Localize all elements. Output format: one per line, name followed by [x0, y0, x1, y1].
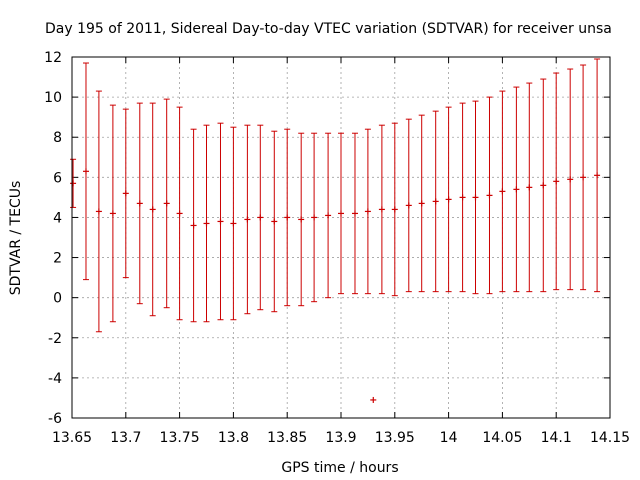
x-tick-label: 13.85 [267, 430, 307, 446]
x-tick-label: 14.15 [590, 430, 630, 446]
outlier-point [370, 396, 377, 403]
axis-ticks: 13.65 13.7 13.75 13.8 13.85 13.9 13.95 14 14.05 1… [44, 50, 630, 446]
error-bar [284, 128, 291, 307]
chart-title: Day 195 of 2011, Sidereal Day-to-day VTE… [45, 21, 612, 37]
y-tick-label: -2 [48, 331, 62, 347]
error-bar [526, 82, 533, 293]
error-bar [70, 158, 77, 208]
error-bar [217, 122, 224, 321]
y-tick-label: 6 [53, 170, 62, 186]
y-tick-label: 12 [44, 50, 62, 66]
error-bar [486, 96, 493, 295]
data-series [70, 58, 601, 403]
error-bar [553, 72, 560, 291]
y-tick-label: -4 [48, 371, 62, 387]
error-bar [567, 68, 574, 291]
error-bar [432, 110, 439, 293]
error-bar [472, 100, 479, 295]
error-bar [163, 98, 170, 309]
error-bar [351, 132, 358, 295]
error-bar [325, 132, 332, 299]
x-tick-label: 13.7 [110, 430, 141, 446]
error-bar [257, 124, 264, 311]
error-bar [203, 124, 210, 323]
error-bar [109, 104, 116, 323]
error-bar [230, 126, 237, 321]
x-tick-label: 13.95 [375, 430, 415, 446]
error-bar [540, 78, 547, 293]
error-bar [513, 86, 520, 293]
x-tick-label: 13.8 [218, 430, 249, 446]
error-bar [364, 128, 371, 295]
error-bar [298, 132, 305, 307]
x-tick-label: 14.05 [482, 430, 522, 446]
error-bar [176, 106, 183, 321]
x-tick-label: 14 [440, 430, 458, 446]
error-bar [311, 132, 318, 303]
x-tick-label: 13.75 [160, 430, 200, 446]
error-bar [271, 130, 278, 313]
error-bar [122, 108, 129, 279]
error-bar [405, 118, 412, 293]
error-bar [594, 58, 601, 293]
error-bar [580, 64, 587, 291]
error-bar [190, 128, 197, 323]
error-bar [338, 132, 344, 295]
error-bar [82, 62, 89, 281]
y-tick-label: 0 [53, 291, 62, 307]
y-tick-label: 10 [44, 90, 62, 106]
x-tick-label: 14.1 [541, 430, 572, 446]
y-tick-label: 2 [53, 251, 62, 267]
x-tick-label: 13.65 [52, 430, 92, 446]
error-bar [149, 102, 156, 317]
y-tick-label: 8 [53, 130, 62, 146]
error-bar [378, 124, 385, 295]
y-tick-label: -6 [48, 411, 62, 427]
error-bar [244, 124, 251, 315]
error-bar [391, 122, 398, 297]
plot-frame [71, 56, 611, 419]
error-bar [499, 90, 506, 293]
y-axis-label: SDTVAR / TECUs [8, 181, 24, 296]
x-tick-label: 13.9 [325, 430, 356, 446]
x-axis-label: GPS time / hours [281, 460, 398, 476]
y-tick-label: 4 [53, 210, 62, 226]
error-bar [95, 90, 102, 333]
error-bar [136, 102, 143, 305]
error-bar [445, 106, 452, 293]
error-bar [459, 102, 466, 293]
error-bar [418, 114, 425, 293]
